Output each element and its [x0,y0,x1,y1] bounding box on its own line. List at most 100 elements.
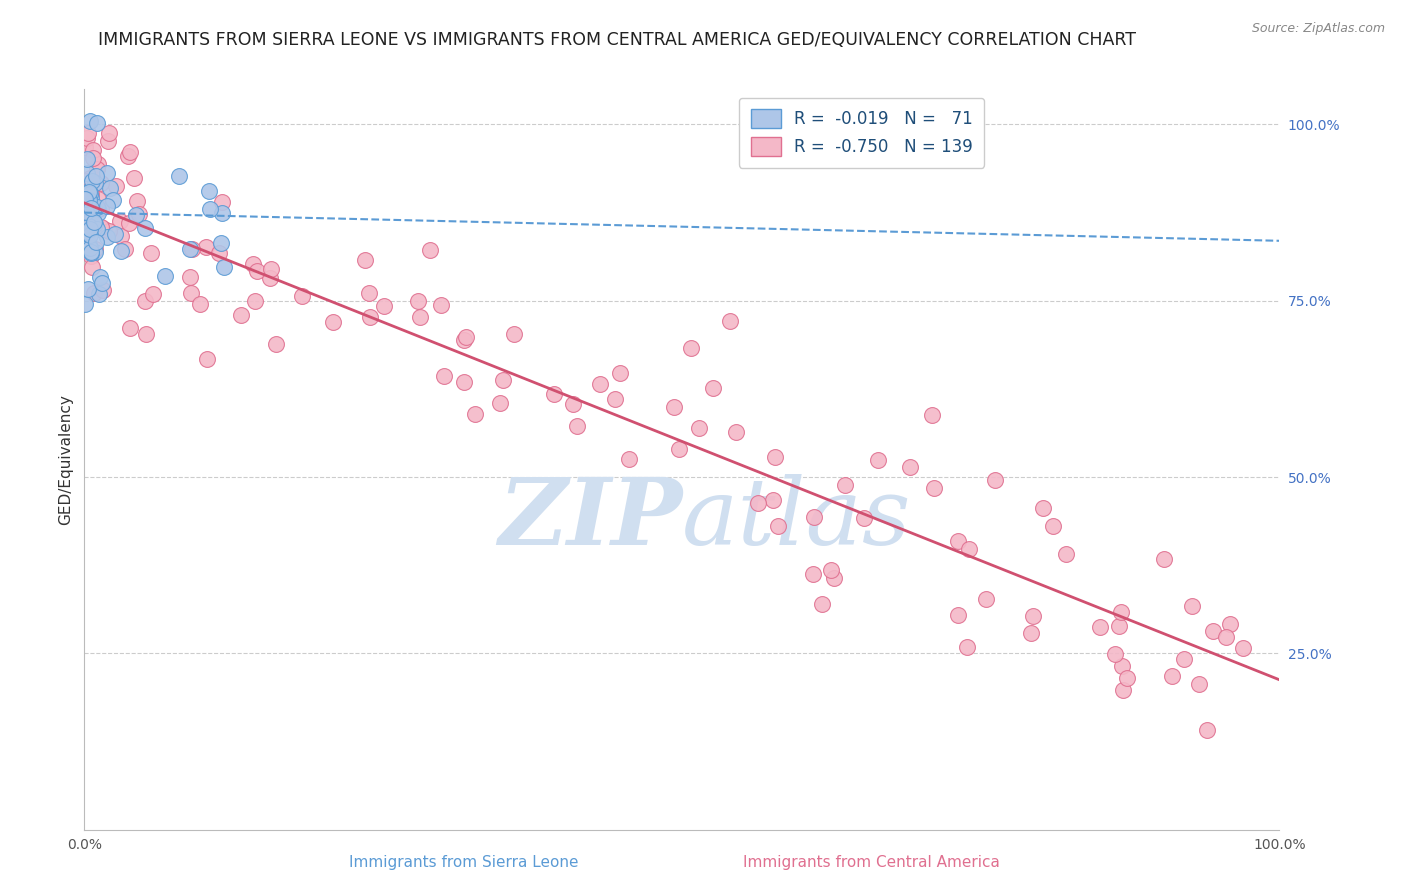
Point [80,244,103,258]
Point [73,192,96,206]
Point [80,222,103,236]
Point [79,170,101,185]
Point [83,217,105,231]
Point [79,186,101,201]
Point [984,473,1007,487]
Point [409,310,432,325]
Point [946,533,969,548]
Point [179,242,201,256]
Point [453,375,475,389]
Point [79,221,101,235]
Point [82,200,104,214]
Text: Immigrants from Sierra Leone: Immigrants from Sierra Leone [349,855,579,870]
Point [180,243,202,257]
Point [1111,682,1133,697]
Point [264,336,287,351]
Point [77,184,100,198]
Point [82,174,104,188]
Point [1109,605,1132,619]
Point [543,387,565,401]
Point [357,286,380,301]
Point [922,481,945,495]
Point [86,193,108,207]
Point [561,397,583,411]
Point [82,218,104,232]
Point [73,188,96,202]
Point [120,145,142,160]
Point [84,244,107,259]
Point [79,191,101,205]
Point [75,174,97,188]
Point [834,477,856,491]
Point [89,269,111,284]
Point [79,228,101,243]
Point [76,282,98,296]
Point [83,215,105,229]
Point [79,221,101,235]
Point [96,166,118,180]
Point [80,245,103,260]
Point [681,341,703,355]
Point [662,401,685,415]
Point [125,208,148,222]
Point [207,246,229,260]
Point [1116,671,1139,685]
Point [77,127,100,141]
Point [1219,616,1241,631]
Point [110,228,132,243]
Point [464,407,486,421]
Point [373,299,395,313]
Point [77,239,100,253]
Point [117,149,139,163]
Point [77,187,100,202]
Point [79,199,101,213]
Point [354,253,377,268]
Point [86,222,108,236]
Point [86,200,108,214]
Point [668,442,690,457]
Point [153,268,176,283]
Point [75,297,97,311]
Point [433,368,456,383]
Point [406,294,429,309]
Point [86,116,108,130]
Point [243,293,266,308]
Point [82,143,104,157]
Point [974,592,997,607]
Point [291,289,314,303]
Text: IMMIGRANTS FROM SIERRA LEONE VS IMMIGRANTS FROM CENTRAL AMERICA GED/EQUIVALENCY : IMMIGRANTS FROM SIERRA LEONE VS IMMIGRAN… [98,31,1136,49]
Point [820,563,842,577]
Point [114,243,136,257]
Point [180,286,202,301]
Point [75,193,97,207]
Point [83,285,105,300]
Point [84,235,107,250]
Point [1090,620,1112,634]
Point [1188,677,1211,691]
Y-axis label: GED/Equivalency: GED/Equivalency [58,394,73,524]
Point [87,206,110,220]
Point [77,225,100,239]
Point [211,205,233,219]
Point [1021,626,1043,640]
Point [134,326,156,341]
Point [101,193,124,207]
Point [118,216,141,230]
Point [1111,659,1133,673]
Point [76,195,98,210]
Point [259,271,281,285]
Point [96,230,118,244]
Point [73,205,96,219]
Point [76,165,98,179]
Point [75,205,97,219]
Point [209,235,232,250]
Point [823,571,845,585]
Point [79,191,101,205]
Point [139,245,162,260]
Point [142,287,165,301]
Point [359,310,381,325]
Point [1215,630,1237,644]
Point [503,327,526,342]
Point [80,245,103,260]
Point [852,510,875,524]
